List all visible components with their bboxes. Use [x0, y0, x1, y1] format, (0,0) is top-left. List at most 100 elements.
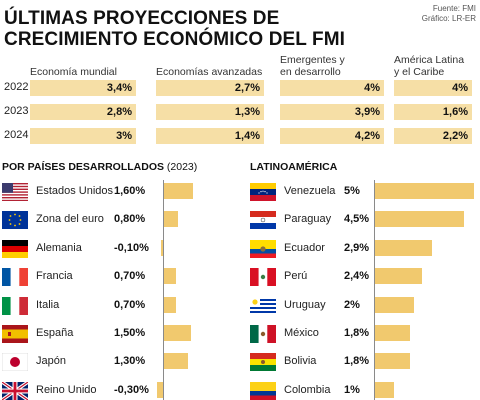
year-label: 2023 — [4, 105, 29, 117]
bar — [162, 211, 179, 228]
year-label: 2024 — [4, 129, 29, 141]
projection-cell — [30, 128, 136, 144]
bar — [162, 325, 192, 341]
data-label: -0,30% — [114, 383, 149, 396]
bar — [157, 381, 163, 398]
italy-flag-icon — [2, 296, 28, 315]
column-header: Economía mundial — [30, 66, 117, 78]
data-label: 5% — [344, 185, 360, 197]
section-title: LATINOAMÉRICA — [250, 161, 337, 173]
uk-flag-icon — [2, 381, 28, 400]
title-line-2: CRECIMIENTO ECONÓMICO DEL FMI — [4, 29, 346, 50]
country-label: Alemania — [36, 241, 82, 254]
data-label: 2,9% — [344, 241, 370, 254]
data-label: 2% — [344, 298, 360, 311]
colombia-flag-icon — [250, 381, 276, 400]
column-header: América Latina — [394, 54, 465, 66]
bar — [162, 353, 188, 370]
germany-flag-icon — [2, 239, 28, 258]
source-credit: Fuente: FMI Gráfico: LR-ER — [422, 4, 476, 24]
data-label: 1,50% — [114, 327, 146, 339]
country-label: Reino Unido — [36, 383, 97, 396]
country-label: Francia — [36, 270, 73, 283]
section-title-text: POR PAÍSES DESARROLLADOS — [2, 161, 164, 173]
projection-cell — [394, 80, 472, 96]
country-label: Colombia — [284, 383, 331, 396]
graphic-label: Gráfico: LR-ER — [421, 14, 476, 23]
projection-cell — [280, 80, 384, 96]
eu-flag-icon — [2, 211, 28, 230]
projection-value: 1,3% — [234, 106, 260, 118]
zero-axis — [162, 180, 164, 400]
projection-value: 2,8% — [106, 106, 132, 118]
bar — [374, 211, 464, 228]
country-label: Zona del euro — [36, 213, 104, 226]
projection-value: 1,6% — [442, 106, 468, 118]
column-header: en desarrollo — [280, 66, 341, 78]
section-title-text: LATINOAMÉRICA — [250, 161, 338, 173]
data-label: 2,4% — [344, 270, 370, 283]
page-title: ÚLTIMAS PROYECCIONES DE CRECIMIENTO ECON… — [4, 8, 364, 50]
japan-flag-icon — [2, 353, 28, 372]
spain-flag-icon — [2, 325, 28, 343]
mexico-flag-icon — [250, 325, 276, 343]
bar — [374, 325, 410, 341]
projection-cell — [156, 104, 264, 120]
projection-cell — [30, 80, 136, 96]
section-title: POR PAÍSES DESARROLLADOS (2023) — [2, 161, 197, 173]
bar — [160, 239, 163, 256]
projection-cell — [280, 104, 384, 120]
ecuador-flag-icon — [250, 239, 276, 258]
bar — [374, 381, 394, 398]
projection-value: 2,7% — [234, 82, 260, 94]
projection-value: 2,2% — [442, 130, 468, 142]
column-header: Emergentes y — [280, 54, 345, 66]
zero-axis — [374, 180, 375, 400]
country-label: Japón — [36, 355, 66, 368]
country-label: Estados Unidos — [36, 185, 114, 197]
source-label: Fuente: FMI — [432, 4, 476, 13]
data-label: 1,60% — [114, 185, 146, 197]
country-label: Italia — [36, 298, 60, 311]
country-label: Ecuador — [284, 241, 325, 254]
bar — [162, 296, 177, 313]
title-line-1: ÚLTIMAS PROYECCIONES DE — [4, 8, 280, 29]
projection-cell — [156, 128, 264, 144]
bar — [374, 296, 414, 313]
projection-value: 3% — [116, 130, 132, 142]
section-subtitle: (2023) — [164, 161, 198, 173]
bar — [374, 183, 474, 199]
column-header: y el Caribe — [394, 66, 445, 78]
year-label: 2022 — [4, 81, 29, 93]
data-label: 0,70% — [114, 298, 146, 311]
bar — [162, 268, 177, 285]
country-label: México — [284, 327, 319, 339]
projection-cell — [156, 80, 264, 96]
column-header: Economías avanzadas — [156, 66, 263, 78]
projection-value: 1,4% — [234, 130, 260, 142]
bar — [374, 268, 422, 285]
country-label: Paraguay — [284, 213, 332, 226]
bar — [162, 183, 194, 199]
bolivia-flag-icon — [250, 353, 276, 372]
projection-cell — [394, 128, 472, 144]
projection-value: 4,2% — [354, 130, 380, 142]
us-flag-icon — [2, 183, 28, 201]
country-label: Uruguay — [284, 298, 326, 311]
projection-cell — [30, 104, 136, 120]
uruguay-flag-icon — [250, 296, 276, 315]
country-label: Bolivia — [284, 355, 317, 368]
projection-value: 4% — [364, 82, 380, 94]
peru-flag-icon — [250, 268, 276, 287]
data-label: -0,10% — [114, 241, 149, 254]
france-flag-icon — [2, 268, 28, 287]
country-label: Perú — [284, 270, 308, 283]
projection-value: 3,4% — [106, 82, 132, 94]
data-label: 1,8% — [344, 327, 370, 339]
projection-cell — [280, 128, 384, 144]
data-label: 0,80% — [114, 213, 146, 226]
paraguay-flag-icon — [250, 211, 276, 230]
country-label: España — [36, 327, 74, 339]
country-label: Venezuela — [284, 185, 336, 197]
